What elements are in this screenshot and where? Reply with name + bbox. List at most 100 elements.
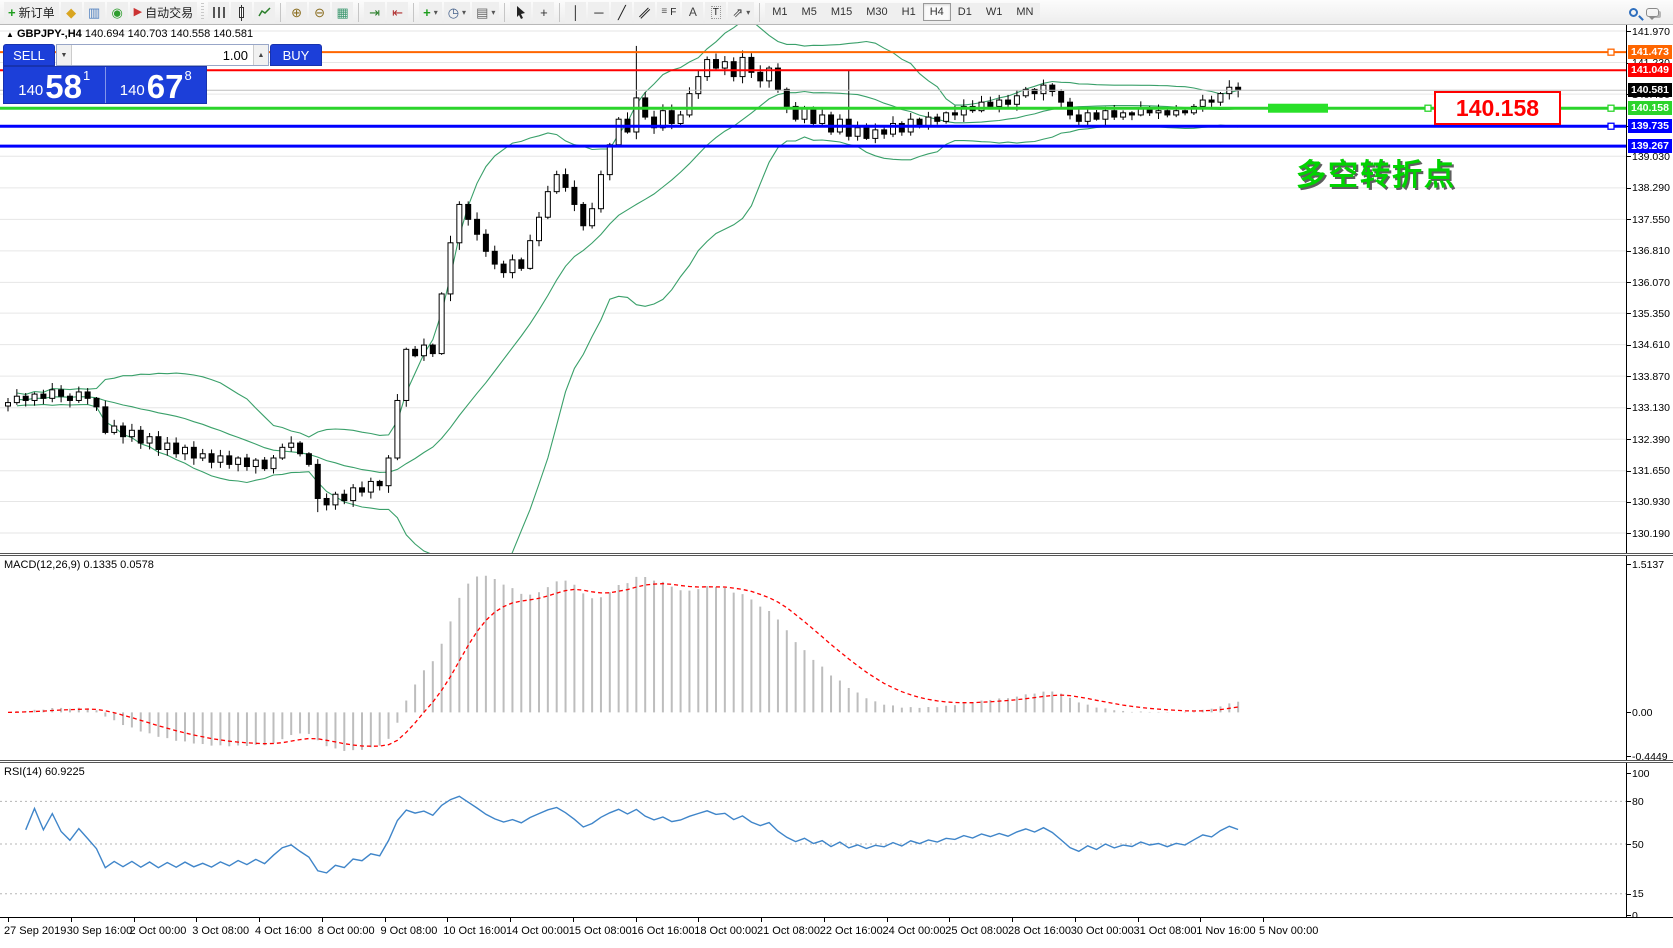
- tab-timeframe-H1[interactable]: H1: [894, 3, 923, 21]
- price-tick-label: 136.810: [1632, 245, 1670, 258]
- pane-splitter[interactable]: [0, 760, 1673, 763]
- axis-tick: [1627, 62, 1631, 64]
- time-tick: [321, 918, 323, 922]
- pane-splitter[interactable]: [0, 553, 1673, 556]
- candlestick-chart-button[interactable]: [231, 1, 253, 23]
- price-tag-annotation[interactable]: 140.158: [1434, 91, 1561, 125]
- arrows-tool-button[interactable]: ⇗ ▾: [728, 1, 755, 23]
- axis-tick: [1627, 219, 1631, 221]
- volume-increase-button[interactable]: ▲: [253, 45, 268, 65]
- tab-timeframe-H4[interactable]: H4: [922, 3, 951, 21]
- text-label-tool-button[interactable]: T: [705, 1, 727, 23]
- market-watch-button[interactable]: ◆: [60, 1, 82, 23]
- axis-tick: [1627, 250, 1631, 252]
- axis-tick: [1627, 501, 1631, 503]
- chat-icon[interactable]: [1646, 7, 1659, 20]
- buy-price[interactable]: 140 67 8: [104, 67, 207, 103]
- bar-chart-button[interactable]: [208, 1, 230, 23]
- time-tick: [572, 918, 574, 922]
- collapse-icon[interactable]: ▲: [6, 30, 14, 39]
- cursor-tool-button[interactable]: [510, 1, 532, 23]
- search-icon[interactable]: [1629, 7, 1638, 17]
- autotrade-button[interactable]: ▶ 自动交易: [129, 1, 198, 23]
- time-tick: [70, 918, 72, 922]
- time-axis[interactable]: 27 Sep 2019 30 Sep 16:00 2 Oct 00:00 3 Oct …: [0, 917, 1673, 948]
- tab-timeframe-M30[interactable]: M30: [859, 3, 895, 21]
- tab-timeframe-M1[interactable]: M1: [765, 3, 795, 21]
- price-badge: 139.267: [1628, 139, 1672, 154]
- toolbar-separator: [413, 2, 415, 22]
- rsi-scale-label: 80: [1632, 795, 1644, 808]
- chart-shift-button[interactable]: ⇤: [387, 1, 409, 23]
- price-tick-label: 136.070: [1632, 276, 1670, 289]
- dropdown-caret-icon: ▾: [746, 7, 751, 17]
- line-chart-button[interactable]: [254, 1, 276, 23]
- fibonacci-label: F: [670, 6, 677, 18]
- price-axis[interactable]: 141.970141.230140.490139.750139.030138.2…: [1626, 25, 1673, 922]
- tile-windows-button[interactable]: ▦: [332, 1, 354, 23]
- toolbar-right: [1629, 7, 1669, 20]
- time-tick-label: 27 Sep 2019: [4, 925, 67, 937]
- price-tick-label: 131.650: [1632, 465, 1670, 478]
- time-tick-label: 25 Oct 08:00: [945, 925, 1009, 937]
- vline-tool-button[interactable]: │: [565, 1, 587, 23]
- rsi-pane[interactable]: [0, 765, 1626, 917]
- new-order-label: 新订单: [18, 5, 55, 20]
- axis-tick: [1627, 156, 1631, 158]
- macd-pane[interactable]: [0, 558, 1626, 760]
- hline-tool-button[interactable]: ─: [588, 1, 610, 23]
- fibonacci-tool-button[interactable]: ≡ F: [657, 1, 681, 23]
- charts-button[interactable]: ▥: [83, 1, 105, 23]
- price-badge: 141.473: [1628, 45, 1672, 60]
- templates-button[interactable]: ▤ ▾: [472, 1, 500, 23]
- zoom-out-button[interactable]: ⊖: [309, 1, 331, 23]
- axis-tick: [1627, 712, 1631, 714]
- axis-tick: [1627, 893, 1631, 895]
- turning-point-text[interactable]: 多空转折点: [1296, 159, 1456, 192]
- symbol-title: GBPJPY-,H4: [16, 28, 82, 40]
- zoom-in-button[interactable]: ⊕: [286, 1, 308, 23]
- signals-button[interactable]: ◉: [106, 1, 128, 23]
- axis-tick: [1627, 915, 1631, 916]
- time-tick-label: 31 Oct 08:00: [1133, 925, 1197, 937]
- volume-input[interactable]: [72, 45, 253, 65]
- time-tick-label: 16 Oct 16:00: [631, 925, 695, 937]
- indicators-button[interactable]: + ▾: [419, 1, 442, 23]
- trendline-tool-button[interactable]: ╱: [611, 1, 633, 23]
- crosshair-icon: +: [540, 4, 548, 20]
- tab-timeframe-W1[interactable]: W1: [978, 3, 1010, 21]
- channel-tool-button[interactable]: ∥: [634, 1, 656, 23]
- axis-tick: [1627, 756, 1631, 757]
- tab-timeframe-M15[interactable]: M15: [823, 3, 860, 21]
- zoom-out-icon: ⊖: [314, 4, 326, 20]
- periods-button[interactable]: ◷ ▾: [443, 1, 471, 23]
- price-badge: 139.735: [1628, 119, 1672, 134]
- trendline-icon: ╱: [617, 4, 626, 20]
- tab-timeframe-MN[interactable]: MN: [1009, 3, 1041, 21]
- time-tick-label: 10 Oct 16:00: [443, 925, 507, 937]
- autotrade-icon: ▶: [133, 5, 143, 18]
- cursor-icon: [516, 6, 525, 19]
- macd-scale-label: -0.4449: [1632, 750, 1668, 763]
- buy-button[interactable]: BUY: [270, 44, 322, 66]
- new-order-button[interactable]: + 新订单: [4, 1, 59, 23]
- main-chart[interactable]: [0, 25, 1626, 553]
- time-tick-label: 21 Oct 08:00: [757, 925, 820, 937]
- auto-scroll-button[interactable]: ⇥: [364, 1, 386, 23]
- text-tool-button[interactable]: A: [682, 1, 704, 23]
- tab-timeframe-D1[interactable]: D1: [950, 3, 979, 21]
- horizontal-line-icon: ─: [594, 4, 604, 20]
- gold-ingot-icon: ◆: [66, 4, 77, 20]
- price-badge: 140.581: [1628, 83, 1672, 98]
- sell-button[interactable]: SELL: [3, 44, 55, 66]
- crosshair-tool-button[interactable]: +: [533, 1, 555, 23]
- time-tick-label: 22 Oct 16:00: [819, 925, 883, 937]
- sell-price[interactable]: 140 58 1: [18, 67, 91, 105]
- time-tick: [635, 918, 637, 922]
- time-tick-label: 1 Nov 16:00: [1196, 925, 1256, 937]
- price-tick-label: 132.390: [1632, 433, 1670, 446]
- time-tick: [259, 918, 260, 922]
- volume-decrease-button[interactable]: ▼: [57, 45, 72, 65]
- time-tick-label: 5 Nov 00:00: [1259, 925, 1319, 937]
- tab-timeframe-M5[interactable]: M5: [794, 3, 824, 21]
